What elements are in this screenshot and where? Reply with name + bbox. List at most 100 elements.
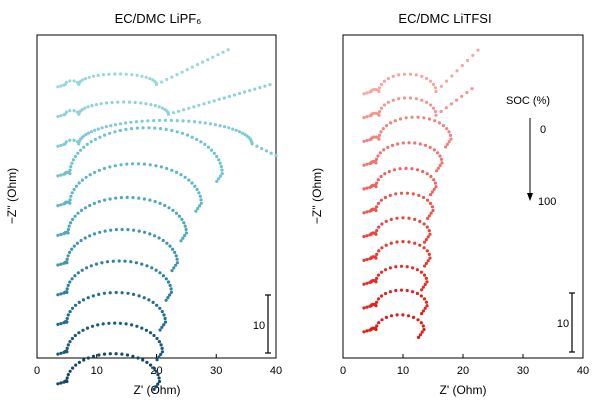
- point-3-39: [203, 121, 207, 125]
- point-10-23: [118, 321, 122, 325]
- point-10-21: [422, 297, 427, 301]
- point-5-2: [59, 203, 63, 207]
- point-9-19: [415, 268, 419, 272]
- point-5-11: [376, 178, 380, 182]
- point-4-35: [175, 130, 179, 134]
- point-6-19: [92, 201, 96, 205]
- point-8-20: [422, 246, 426, 250]
- point-9-17: [405, 265, 409, 269]
- point-1-12: [81, 78, 85, 82]
- point-3-30: [445, 142, 449, 146]
- point-3-45: [231, 127, 235, 131]
- point-3-27: [134, 120, 138, 124]
- point-1-29: [460, 64, 464, 68]
- point-11-9: [65, 379, 69, 384]
- point-5-35: [179, 173, 183, 177]
- point-6-34: [171, 208, 175, 212]
- point-5-13: [72, 187, 76, 191]
- point-5-38: [190, 181, 194, 185]
- point-2-20: [425, 100, 429, 104]
- point-8-16: [401, 240, 405, 244]
- point-3-58: [264, 149, 268, 153]
- point-5-17: [84, 175, 88, 179]
- point-2-14: [86, 105, 90, 109]
- point-4-44: [212, 151, 216, 155]
- point-8-15: [76, 271, 80, 275]
- point-10-20: [101, 322, 105, 326]
- x-tick-label-0: 0: [34, 365, 40, 377]
- point-2-9: [377, 113, 381, 117]
- point-2-43: [217, 97, 221, 101]
- point-3-57: [260, 147, 264, 151]
- point-10-19: [96, 323, 100, 327]
- point-10-26: [135, 324, 139, 328]
- point-1-36: [185, 68, 189, 72]
- point-9-26: [420, 288, 424, 292]
- point-5-15: [77, 181, 81, 185]
- point-8-24: [123, 259, 127, 263]
- point-10-13: [70, 336, 74, 341]
- point-7-37: [174, 254, 178, 258]
- point-4-41: [203, 142, 207, 146]
- point-11-11: [377, 321, 381, 325]
- point-3-22: [109, 124, 113, 128]
- point-3-9: [377, 137, 381, 141]
- point-10-11: [376, 297, 381, 301]
- point-5-18: [410, 167, 414, 171]
- point-8-10: [375, 252, 379, 256]
- point-3-14: [389, 121, 393, 125]
- point-8-21: [105, 260, 110, 264]
- point-2-40: [202, 102, 206, 106]
- point-5-11: [69, 194, 73, 198]
- point-5-21: [425, 172, 429, 176]
- point-3-34: [175, 119, 179, 123]
- point-1-2: [59, 84, 63, 88]
- point-6-19: [417, 193, 421, 197]
- point-6-15: [394, 192, 398, 196]
- point-8-29: [150, 266, 154, 270]
- point-10-15: [394, 288, 398, 293]
- point-2-26: [444, 106, 448, 110]
- point-2-20: [116, 100, 120, 104]
- point-8-13: [384, 243, 388, 247]
- point-11-27: [141, 358, 145, 362]
- point-4-10: [68, 168, 72, 172]
- point-9-30: [155, 303, 159, 307]
- point-7-11: [377, 225, 381, 229]
- point-2-28: [157, 105, 161, 109]
- point-9-19: [97, 292, 101, 296]
- point-5-24: [119, 163, 123, 167]
- point-3-25: [124, 121, 128, 125]
- point-9-14: [74, 303, 78, 307]
- point-9-11: [66, 313, 70, 317]
- point-9-10: [65, 316, 69, 321]
- point-7-16: [401, 216, 405, 220]
- point-4-23: [108, 131, 112, 135]
- point-1-13: [84, 77, 88, 81]
- point-6-36: [177, 214, 181, 218]
- point-4-1: [56, 174, 60, 178]
- point-6-24: [119, 196, 123, 200]
- point-5-1: [362, 187, 366, 191]
- point-4-13: [382, 148, 386, 152]
- point-2-6: [372, 111, 376, 115]
- point-8-25: [129, 260, 133, 264]
- point-3-19: [96, 127, 100, 131]
- point-5-47: [194, 209, 198, 213]
- point-7-14: [72, 244, 76, 248]
- point-4-23: [432, 148, 436, 152]
- point-3-37: [192, 120, 197, 124]
- point-10-21: [107, 321, 111, 325]
- point-9-1: [56, 322, 60, 326]
- point-2-31: [470, 87, 474, 91]
- point-11-11: [66, 373, 70, 377]
- point-2-23: [133, 100, 137, 105]
- point-9-16: [81, 298, 86, 302]
- point-4-29: [436, 166, 440, 170]
- point-7-1: [56, 263, 60, 267]
- point-4-26: [124, 127, 128, 131]
- point-9-20: [102, 291, 106, 295]
- point-5-25: [125, 162, 129, 166]
- point-6-21: [426, 198, 430, 202]
